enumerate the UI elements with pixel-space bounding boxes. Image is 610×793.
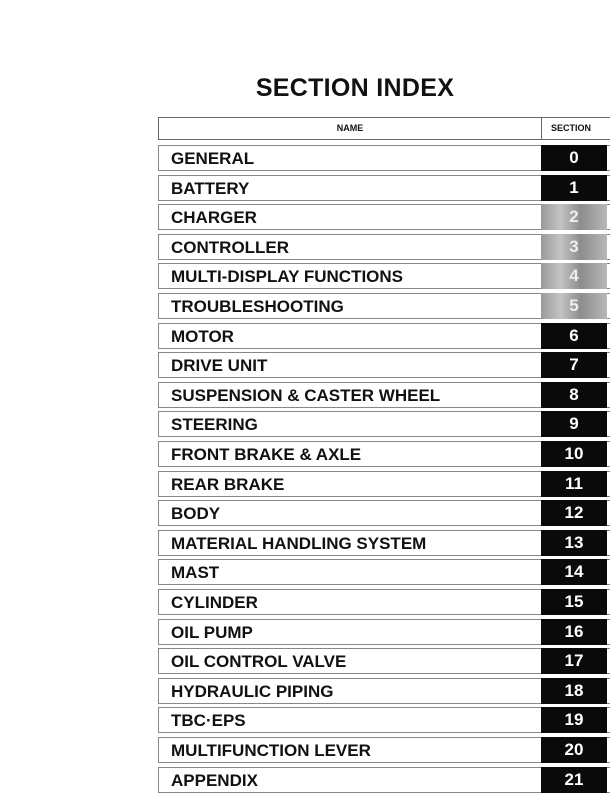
section-number-tab[interactable]: 7 <box>541 352 607 379</box>
section-number-tab[interactable]: 1 <box>541 174 607 201</box>
section-number-tab[interactable]: 15 <box>541 589 607 615</box>
section-name: MAST <box>171 563 220 583</box>
section-number-tab[interactable]: 0 <box>541 145 607 171</box>
section-name: MOTOR <box>171 326 234 346</box>
section-row[interactable]: GENERAL 0 <box>158 145 610 171</box>
section-number-tab[interactable]: 12 <box>541 500 607 527</box>
section-row[interactable]: REAR BRAKE 11 <box>158 470 610 497</box>
section-name: REAR BRAKE <box>171 474 285 494</box>
section-number-tab[interactable]: 19 <box>541 707 607 734</box>
section-name: CONTROLLER <box>171 237 290 257</box>
section-row[interactable]: MATERIAL HANDLING SYSTEM 13 <box>158 529 610 556</box>
section-name: FRONT BRAKE & AXLE <box>171 445 362 464</box>
section-row[interactable]: TROUBLESHOOTING 5 <box>158 293 610 319</box>
section-name: GENERAL <box>171 149 255 168</box>
section-row[interactable]: CHARGER 2 <box>158 204 610 231</box>
section-name: MULTI-DISPLAY FUNCTIONS <box>171 267 404 287</box>
section-name: CHARGER <box>171 208 257 228</box>
section-name: BATTERY <box>171 178 250 198</box>
section-number-tab[interactable]: 10 <box>541 441 607 467</box>
section-name: STEERING <box>171 415 258 435</box>
section-number-tab[interactable]: 3 <box>541 233 607 260</box>
section-name: APPENDIX <box>171 770 258 790</box>
section-number-tab[interactable]: 4 <box>541 263 607 290</box>
name-column-header: NAME <box>336 123 364 133</box>
section-number-tab[interactable]: 6 <box>541 322 607 349</box>
section-number-tab[interactable]: 16 <box>541 618 607 645</box>
section-number-tab[interactable]: 5 <box>541 293 607 319</box>
section-row[interactable]: TBC·EPS 19 <box>158 707 610 734</box>
section-row[interactable]: BATTERY 1 <box>158 174 610 201</box>
section-number-tab[interactable]: 13 <box>541 529 607 556</box>
section-row[interactable]: MAST 14 <box>158 559 610 586</box>
section-name: TROUBLESHOOTING <box>171 297 344 316</box>
section-row[interactable]: MOTOR 6 <box>158 322 610 349</box>
section-number-tab[interactable]: 17 <box>541 648 607 675</box>
section-column-header: SECTION <box>541 118 610 139</box>
section-row[interactable]: CONTROLLER 3 <box>158 233 610 260</box>
section-name: MATERIAL HANDLING SYSTEM <box>171 533 427 553</box>
section-row[interactable]: BODY 12 <box>158 500 610 527</box>
section-row[interactable]: DRIVE UNIT 7 <box>158 352 610 379</box>
section-name: MULTIFUNCTION LEVER <box>171 741 371 760</box>
section-row[interactable]: MULTIFUNCTION LEVER 20 <box>158 737 610 763</box>
section-name: HYDRAULIC PIPING <box>171 681 334 701</box>
section-row[interactable]: OIL PUMP 16 <box>158 618 610 645</box>
table-header: NAME SECTION <box>158 117 610 140</box>
section-name: DRIVE UNIT <box>171 356 268 376</box>
section-row[interactable]: STEERING 9 <box>158 411 610 438</box>
section-name: SUSPENSION & CASTER WHEEL <box>171 385 441 405</box>
section-row[interactable]: OIL CONTROL VALVE 17 <box>158 648 610 675</box>
section-name: OIL CONTROL VALVE <box>171 652 347 672</box>
section-row[interactable]: SUSPENSION & CASTER WHEEL 8 <box>158 381 610 408</box>
section-number-tab[interactable]: 14 <box>541 559 607 586</box>
section-name: OIL PUMP <box>171 622 253 642</box>
section-number-tab[interactable]: 2 <box>541 204 607 231</box>
section-number-tab[interactable]: 8 <box>541 381 607 408</box>
section-number-tab[interactable]: 21 <box>541 766 607 793</box>
section-row[interactable]: APPENDIX 21 <box>158 766 610 793</box>
section-row[interactable]: FRONT BRAKE & AXLE 10 <box>158 441 610 467</box>
section-row[interactable]: CYLINDER 15 <box>158 589 610 615</box>
section-name: BODY <box>171 504 221 524</box>
section-number-tab[interactable]: 9 <box>541 411 607 438</box>
section-number-tab[interactable]: 20 <box>541 737 607 763</box>
section-number-tab[interactable]: 18 <box>541 677 607 704</box>
section-row[interactable]: HYDRAULIC PIPING 18 <box>158 677 610 704</box>
section-name: TBC·EPS <box>171 711 246 731</box>
section-number-tab[interactable]: 11 <box>541 470 607 497</box>
page-title: SECTION INDEX <box>255 74 455 102</box>
section-name: CYLINDER <box>171 593 258 612</box>
section-row[interactable]: MULTI-DISPLAY FUNCTIONS 4 <box>158 263 610 290</box>
